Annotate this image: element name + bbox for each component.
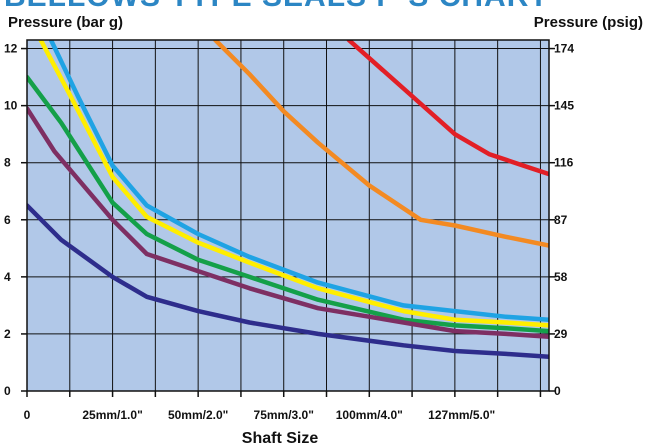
y-left-tick-label: 10 [4, 99, 18, 113]
y-right-tick-label: 87 [554, 213, 568, 227]
y-left-tick-label: 6 [4, 213, 11, 227]
y-left-tick-label: 0 [4, 384, 11, 398]
tick-labels: 0 2 4 6 8 10 12 0 29 58 87 116 145 174 0 25mm/1.0" 50mm/… [4, 42, 574, 422]
y-right-tick-label: 174 [554, 42, 574, 56]
series-lines [27, 40, 549, 360]
y-left-tick-label: 2 [4, 327, 11, 341]
y-right-tick-label: 116 [554, 156, 574, 170]
x-tick-label: 25mm/1.0" [82, 408, 142, 422]
x-tick-label: 0 [24, 408, 31, 422]
series-line-1 [346, 40, 549, 177]
y-left-tick-label: 4 [4, 270, 11, 284]
y-left-tick-label: 12 [4, 42, 18, 56]
x-axis-title: Shaft Size [241, 430, 319, 447]
y-right-tick-label: 0 [554, 384, 561, 398]
tick-marks [21, 47, 555, 397]
y-right-tick-label: 58 [554, 270, 568, 284]
series-line-7 [27, 203, 549, 360]
series-line-2 [213, 40, 549, 248]
x-tick-label: 50mm/2.0" [168, 408, 228, 422]
chart-title: BELLOWS TYPE SEALS P-S CHART [4, 0, 649, 14]
plot-frame [26, 39, 550, 392]
series-line-6 [27, 106, 549, 340]
y-right-tick-label: 29 [554, 327, 568, 341]
x-tick-label: 100mm/4.0" [336, 408, 403, 422]
y-left-tick-label: 8 [4, 156, 11, 170]
series-line-4 [38, 40, 549, 328]
x-tick-label: 75mm/3.0" [254, 408, 314, 422]
y-axis-left-title: Pressure (bar g) [8, 14, 124, 31]
y-right-tick-label: 145 [554, 99, 574, 113]
series-line-3 [48, 40, 549, 322]
y-axis-right-title: Pressure (psig) [533, 14, 643, 31]
x-tick-label: 127mm/5.0" [428, 408, 495, 422]
series-line-5 [27, 74, 549, 334]
plot-area [27, 40, 549, 391]
